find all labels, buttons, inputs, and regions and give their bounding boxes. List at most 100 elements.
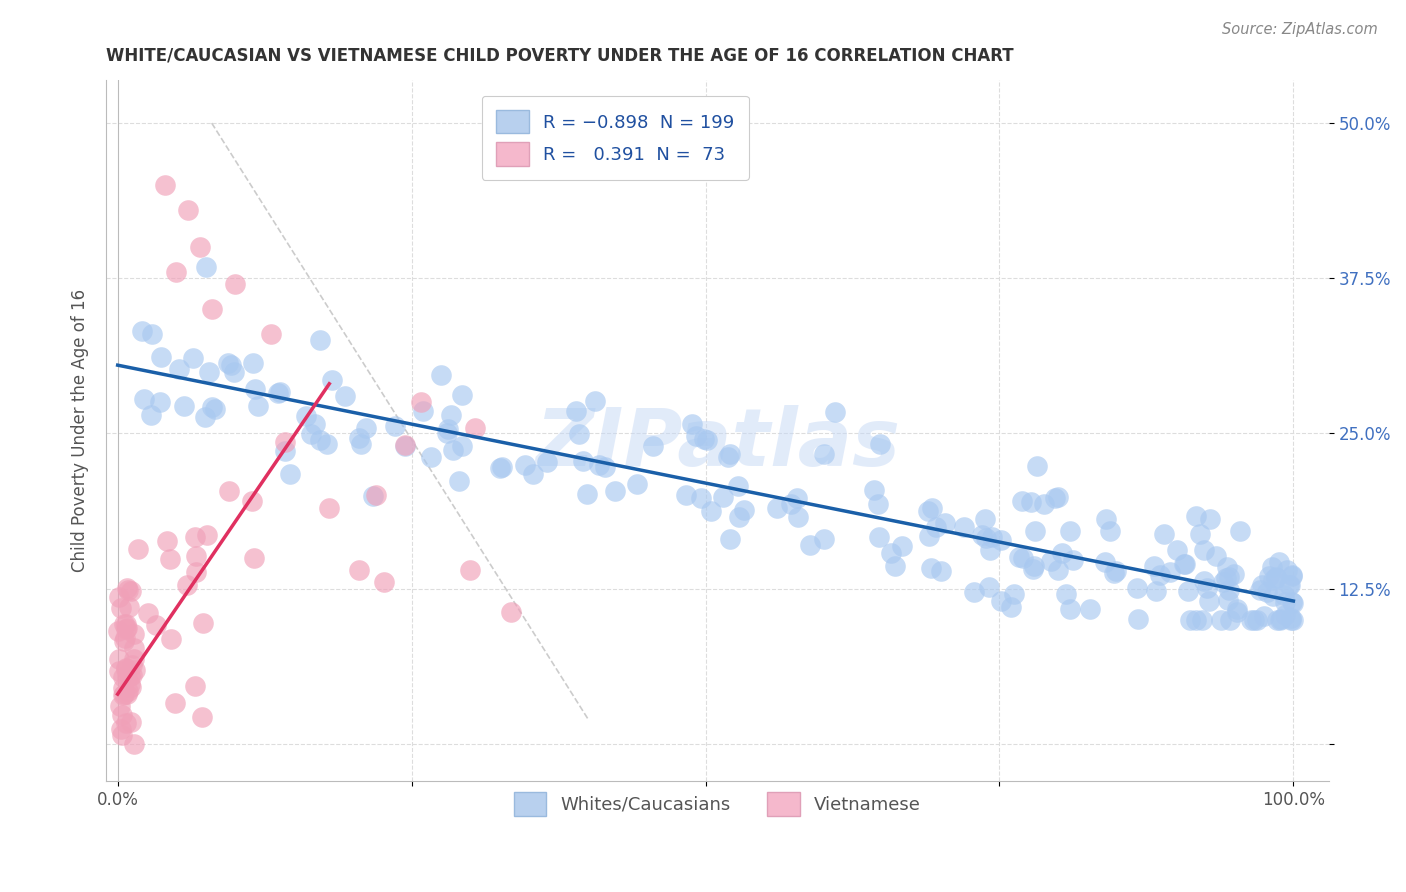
Point xyxy=(920,561,942,575)
Point xyxy=(218,484,240,499)
Point xyxy=(1054,587,1077,601)
Point xyxy=(813,533,835,547)
Point xyxy=(373,574,395,589)
Point xyxy=(394,439,416,453)
Point xyxy=(112,687,135,701)
Point xyxy=(689,491,711,505)
Point xyxy=(115,621,138,635)
Point xyxy=(1159,566,1181,580)
Point xyxy=(318,500,340,515)
Point xyxy=(191,616,214,631)
Point xyxy=(1095,512,1118,526)
Point xyxy=(120,584,142,599)
Point xyxy=(111,728,134,742)
Point xyxy=(108,698,131,713)
Point xyxy=(1185,509,1208,524)
Point xyxy=(1209,613,1232,627)
Point xyxy=(1278,578,1301,592)
Point xyxy=(153,178,176,193)
Point xyxy=(1256,585,1278,599)
Point xyxy=(1166,543,1188,558)
Point xyxy=(869,437,891,451)
Point xyxy=(204,401,226,416)
Point xyxy=(1174,557,1197,571)
Point xyxy=(121,668,143,682)
Point xyxy=(409,394,432,409)
Point xyxy=(165,265,187,279)
Point xyxy=(1128,612,1150,626)
Point xyxy=(522,467,544,481)
Point xyxy=(120,714,142,729)
Point xyxy=(108,664,131,678)
Point xyxy=(278,467,301,482)
Point xyxy=(127,541,149,556)
Point xyxy=(1047,490,1070,504)
Point xyxy=(1226,602,1249,616)
Point xyxy=(1265,571,1288,585)
Point xyxy=(1039,554,1062,568)
Point xyxy=(112,617,135,632)
Point xyxy=(1246,613,1268,627)
Point xyxy=(115,660,138,674)
Point xyxy=(1281,568,1303,582)
Point xyxy=(979,542,1001,557)
Point xyxy=(1281,610,1303,624)
Point xyxy=(963,585,986,599)
Point xyxy=(1268,555,1291,569)
Point xyxy=(136,606,159,620)
Point xyxy=(107,624,129,639)
Point xyxy=(309,333,332,347)
Point xyxy=(979,581,1001,595)
Point xyxy=(112,634,135,648)
Point xyxy=(1144,583,1167,598)
Point xyxy=(242,551,264,566)
Legend: Whites/Caucasians, Vietnamese: Whites/Caucasians, Vietnamese xyxy=(505,783,929,824)
Point xyxy=(1243,613,1265,627)
Point xyxy=(1025,458,1047,473)
Point xyxy=(186,549,208,564)
Point xyxy=(191,710,214,724)
Point xyxy=(1261,560,1284,574)
Text: Source: ZipAtlas.com: Source: ZipAtlas.com xyxy=(1222,22,1378,37)
Point xyxy=(918,529,941,543)
Point xyxy=(1153,526,1175,541)
Point xyxy=(1195,582,1218,596)
Point xyxy=(766,501,789,516)
Point xyxy=(197,365,219,379)
Point xyxy=(177,202,200,217)
Point xyxy=(1216,593,1239,607)
Point xyxy=(159,551,181,566)
Point xyxy=(868,497,890,511)
Point xyxy=(863,483,886,498)
Point xyxy=(1250,578,1272,592)
Point xyxy=(122,652,145,666)
Point xyxy=(121,658,143,673)
Point xyxy=(366,488,388,502)
Point xyxy=(921,501,943,516)
Point xyxy=(110,722,132,736)
Point xyxy=(201,400,224,414)
Point xyxy=(1173,558,1195,572)
Point xyxy=(727,479,749,493)
Point xyxy=(1102,566,1125,580)
Point xyxy=(195,260,218,275)
Point xyxy=(149,395,172,409)
Point xyxy=(799,538,821,552)
Point xyxy=(308,433,330,447)
Point xyxy=(1178,613,1201,627)
Point xyxy=(981,530,1004,544)
Point xyxy=(394,438,416,452)
Point xyxy=(186,565,208,579)
Point xyxy=(917,504,939,518)
Point xyxy=(718,447,741,461)
Point xyxy=(1249,582,1271,597)
Point xyxy=(159,632,181,647)
Point xyxy=(122,737,145,751)
Point xyxy=(572,454,595,468)
Point xyxy=(974,531,997,545)
Point xyxy=(165,697,187,711)
Point xyxy=(118,668,141,682)
Point xyxy=(1000,599,1022,614)
Point xyxy=(1142,558,1164,573)
Text: ZIPatlas: ZIPatlas xyxy=(534,405,900,483)
